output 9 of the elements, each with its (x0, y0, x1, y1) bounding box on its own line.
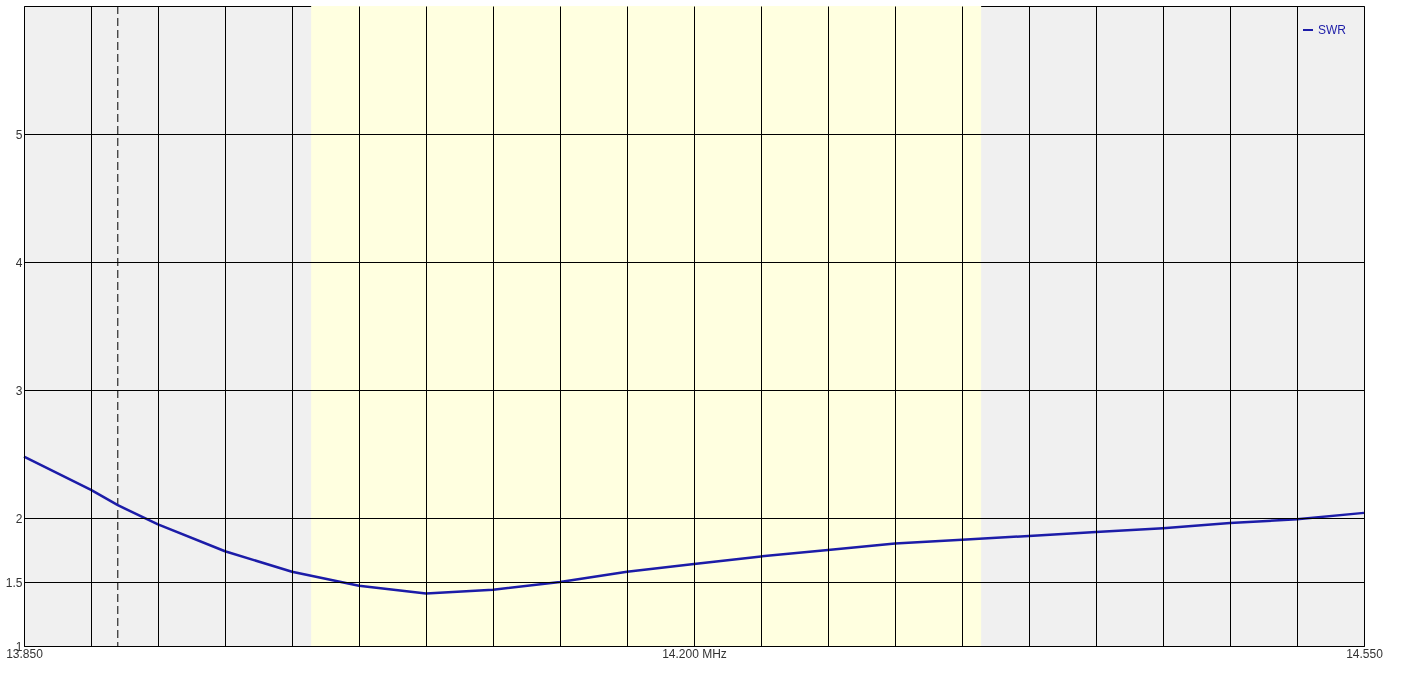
y-tick-label: 5 (15, 127, 23, 142)
x-tick-label: 14.200 MHz (662, 646, 727, 661)
legend-label: SWR (1318, 23, 1347, 37)
y-tick-label: 3 (15, 383, 23, 398)
y-tick-label: 2 (15, 511, 23, 526)
y-tick-label: 4 (15, 255, 23, 270)
y-tick-label: 1.5 (5, 575, 23, 590)
x-tick-label: 14.550 (1346, 646, 1384, 661)
line-series (22, 455, 1366, 595)
